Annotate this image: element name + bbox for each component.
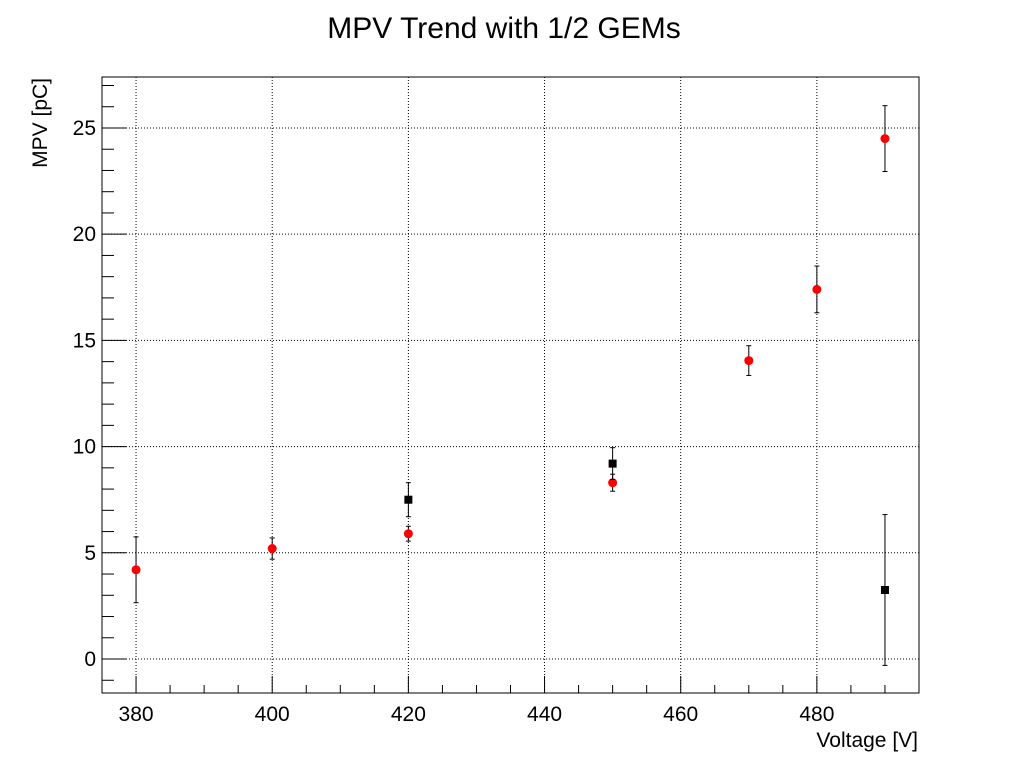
x-axis-label: Voltage [V]: [816, 729, 918, 752]
data-point: [608, 459, 617, 468]
y-tick-label: 15: [73, 329, 96, 352]
y-tick-label: 10: [73, 436, 96, 459]
data-point: [403, 529, 413, 539]
data-point: [880, 134, 890, 144]
x-tick-label: 440: [527, 703, 562, 726]
grid: [102, 77, 919, 693]
data-marks: [131, 105, 890, 666]
x-tick-label: 460: [663, 703, 698, 726]
data-point: [744, 356, 754, 366]
data-point: [880, 585, 889, 594]
x-tick-label: 480: [799, 703, 834, 726]
x-tick-label: 400: [255, 703, 290, 726]
plot-frame: [101, 76, 920, 694]
axes: 380 400 420 440 460 480 0 5 10 15 20 25: [73, 84, 920, 726]
y-tick-label: 0: [84, 648, 96, 671]
y-tick-label: 20: [73, 223, 96, 246]
x-tick-label: 420: [391, 703, 426, 726]
data-point: [267, 544, 277, 554]
data-point: [131, 565, 141, 575]
data-point: [812, 284, 822, 294]
x-tick-label: 380: [119, 703, 154, 726]
data-point: [608, 478, 618, 488]
y-axis-label: MPV [pC]: [29, 78, 52, 168]
y-tick-label: 25: [73, 117, 96, 140]
y-tick-label: 5: [84, 542, 96, 565]
chart-title: MPV Trend with 1/2 GEMs: [327, 12, 680, 45]
data-point: [404, 495, 413, 504]
